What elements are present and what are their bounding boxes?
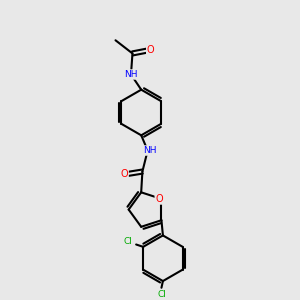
Text: O: O <box>155 194 163 204</box>
Text: O: O <box>147 45 154 55</box>
Text: NH: NH <box>143 146 157 155</box>
Text: Cl: Cl <box>124 237 132 246</box>
Text: NH: NH <box>124 70 138 79</box>
Text: Cl: Cl <box>157 290 166 299</box>
Text: O: O <box>121 169 128 179</box>
